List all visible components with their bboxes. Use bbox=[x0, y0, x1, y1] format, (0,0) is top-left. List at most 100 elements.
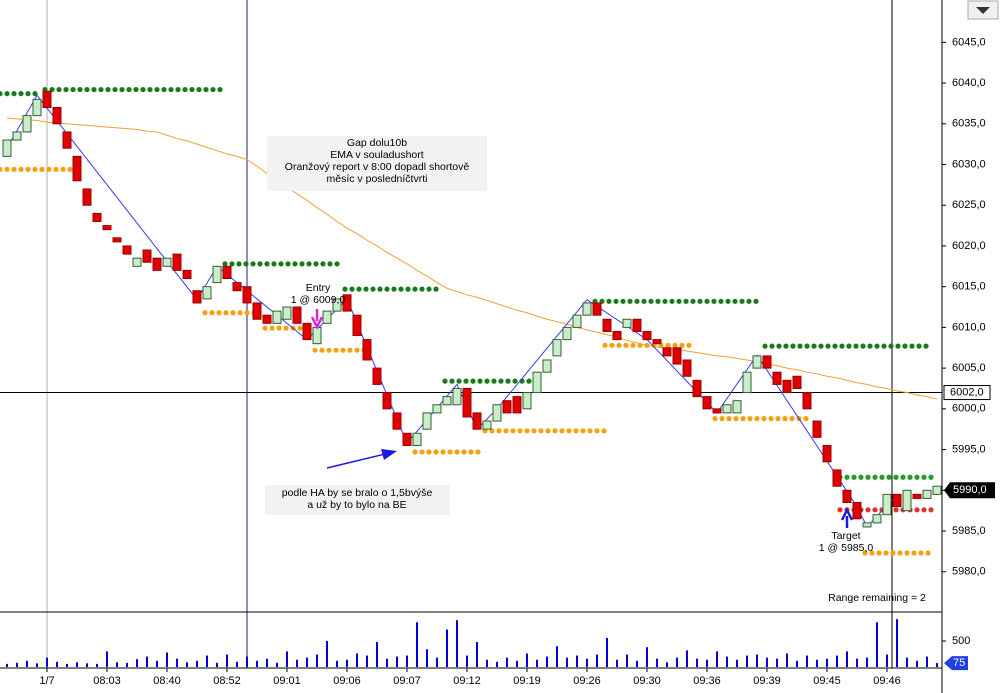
candle-body bbox=[122, 245, 132, 255]
level-dot bbox=[347, 347, 353, 353]
annotation-text: Oranžový report v 8:00 dopadl shortově bbox=[285, 161, 470, 173]
level-dot bbox=[262, 325, 268, 331]
level-dot bbox=[56, 86, 62, 93]
candle-body bbox=[272, 310, 282, 324]
level-dot bbox=[454, 449, 460, 455]
level-dot bbox=[818, 343, 824, 349]
y-tick-label: 6030,0 bbox=[952, 158, 986, 170]
annotation-text: 1 @ 5985,0 bbox=[819, 542, 874, 554]
y-tick-label: 6020,0 bbox=[952, 240, 986, 252]
level-dot bbox=[928, 474, 934, 480]
scroll-arrow[interactable] bbox=[976, 7, 990, 14]
level-dot bbox=[804, 343, 810, 349]
level-dot bbox=[84, 86, 90, 93]
level-dot bbox=[837, 507, 843, 513]
candle-body bbox=[472, 412, 482, 430]
level-dot bbox=[928, 507, 934, 513]
level-dot bbox=[797, 343, 803, 349]
y-tick-label: 5995,0 bbox=[952, 443, 986, 455]
level-dot bbox=[342, 286, 348, 292]
level-dot bbox=[769, 343, 775, 349]
candle-body bbox=[722, 404, 732, 414]
candle-body bbox=[162, 257, 172, 267]
candle-body bbox=[652, 339, 662, 345]
level-dot bbox=[391, 286, 397, 292]
level-dot bbox=[916, 343, 922, 349]
level-dot bbox=[63, 86, 69, 93]
candle-body bbox=[282, 306, 292, 320]
level-dot bbox=[862, 550, 868, 556]
level-dot bbox=[319, 347, 325, 353]
annotation-box bbox=[265, 485, 450, 515]
level-dot bbox=[320, 261, 326, 267]
level-dot bbox=[468, 449, 474, 455]
candle-body bbox=[632, 318, 642, 332]
candle-body bbox=[732, 400, 742, 414]
candle-body bbox=[692, 379, 702, 398]
level-dot bbox=[669, 298, 675, 304]
level-dot bbox=[202, 310, 208, 316]
scroll-button[interactable] bbox=[967, 0, 999, 20]
level-dot bbox=[18, 91, 24, 97]
y-tick-label: 6025,0 bbox=[952, 199, 986, 211]
candle-body bbox=[762, 355, 772, 369]
x-tick-label: 09:45 bbox=[813, 675, 841, 687]
x-tick-label: 08:52 bbox=[213, 675, 241, 687]
level-dot bbox=[672, 342, 678, 348]
level-dot bbox=[292, 261, 298, 267]
level-dot bbox=[776, 343, 782, 349]
candle-body bbox=[312, 326, 322, 345]
candle-body bbox=[352, 314, 362, 337]
candle-body bbox=[542, 359, 552, 373]
candle-body bbox=[772, 371, 782, 385]
y-tick-label: 6035,0 bbox=[952, 118, 986, 130]
annotation-text: Target bbox=[831, 530, 860, 542]
level-dot bbox=[858, 474, 864, 480]
candle-body bbox=[532, 371, 542, 394]
level-dot bbox=[907, 474, 913, 480]
level-dot bbox=[412, 449, 418, 455]
candle-body bbox=[232, 282, 242, 292]
level-dot bbox=[601, 428, 607, 434]
level-dot bbox=[283, 325, 289, 331]
level-dot bbox=[222, 261, 228, 267]
level-dot bbox=[419, 286, 425, 292]
candle-body bbox=[932, 485, 942, 495]
level-dot bbox=[865, 474, 871, 480]
level-dot bbox=[897, 550, 903, 556]
level-dot bbox=[839, 343, 845, 349]
candle-body bbox=[682, 359, 692, 377]
candle-body bbox=[742, 371, 752, 394]
level-dot bbox=[112, 86, 118, 93]
level-dots bbox=[42, 86, 223, 93]
level-dot bbox=[872, 507, 878, 513]
level-dot bbox=[285, 261, 291, 267]
last-price-box bbox=[944, 482, 995, 499]
level-dot bbox=[384, 286, 390, 292]
candle-body bbox=[862, 522, 872, 528]
annotation-text: měsíc v posledníčtvrti bbox=[327, 173, 428, 185]
candle-body bbox=[672, 347, 682, 365]
level-dot bbox=[463, 378, 469, 384]
candle-body bbox=[372, 367, 382, 385]
level-dot bbox=[925, 550, 931, 556]
level-dot bbox=[243, 261, 249, 267]
level-dot bbox=[825, 343, 831, 349]
candle-body bbox=[422, 412, 432, 430]
x-tick-label: 09:07 bbox=[393, 675, 421, 687]
level-dot bbox=[783, 343, 789, 349]
level-dot bbox=[461, 449, 467, 455]
candle-body bbox=[462, 387, 472, 418]
level-dot bbox=[753, 298, 759, 304]
candle-body bbox=[752, 355, 762, 369]
level-dot bbox=[306, 261, 312, 267]
level-dots bbox=[222, 261, 340, 267]
y-tick-label: 6015,0 bbox=[952, 281, 986, 293]
level-dot bbox=[297, 325, 303, 331]
level-dot bbox=[370, 286, 376, 292]
level-dot bbox=[895, 343, 901, 349]
level-dot bbox=[433, 286, 439, 292]
target-arrow bbox=[840, 507, 854, 528]
level-dot bbox=[25, 166, 31, 172]
candle-body bbox=[292, 306, 302, 324]
